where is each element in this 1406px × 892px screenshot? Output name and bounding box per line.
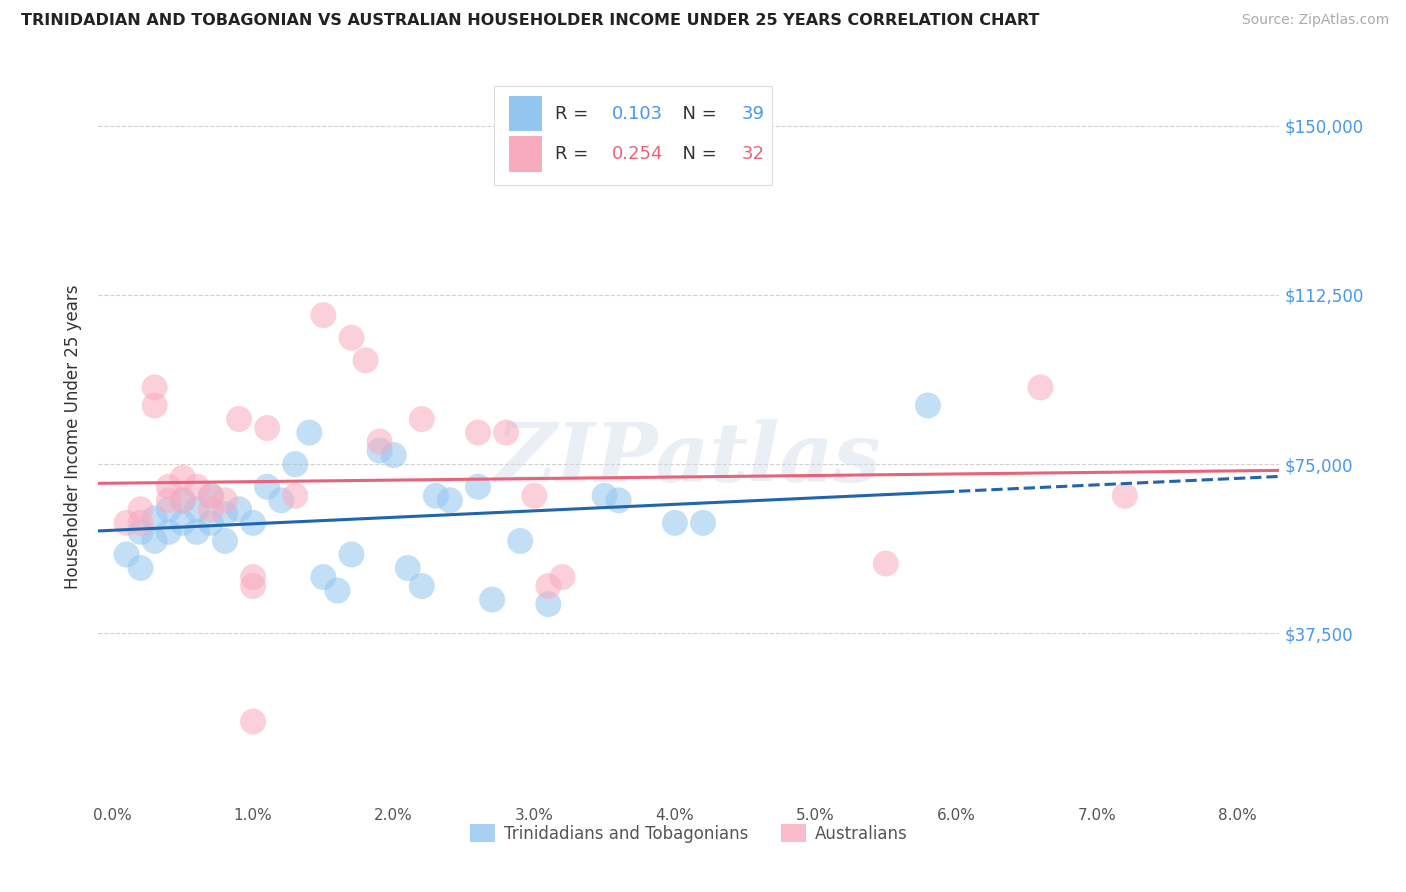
Point [368,434,391,449]
Point [200,516,222,530]
Text: N =: N = [671,104,723,123]
Point [200,489,222,503]
Text: 0.103: 0.103 [612,104,664,123]
Point [495,425,517,440]
Point [326,583,349,598]
Point [284,457,307,471]
Point [537,579,560,593]
Point [115,516,138,530]
Text: R =: R = [555,104,595,123]
Point [425,489,447,503]
Point [340,548,363,562]
Point [129,561,152,575]
Text: R =: R = [555,145,595,163]
Y-axis label: Householder Income Under 25 years: Householder Income Under 25 years [65,285,83,590]
Point [256,421,278,435]
Point [354,353,377,368]
Point [312,308,335,322]
Point [228,412,250,426]
Text: Source: ZipAtlas.com: Source: ZipAtlas.com [1241,13,1389,28]
Point [284,489,307,503]
Text: ZIPatlas: ZIPatlas [496,419,882,499]
Point [551,570,574,584]
Point [143,533,166,548]
Text: 32: 32 [742,145,765,163]
Point [200,489,222,503]
Point [214,507,236,521]
FancyBboxPatch shape [509,96,543,131]
Point [172,516,194,530]
Point [242,570,264,584]
Text: 0.254: 0.254 [612,145,664,163]
Point [481,592,503,607]
Point [186,502,208,516]
Point [143,511,166,525]
Point [396,561,419,575]
Point [228,502,250,516]
Point [157,502,180,516]
Point [129,516,152,530]
Point [467,425,489,440]
Point [143,399,166,413]
Point [143,380,166,394]
Point [214,493,236,508]
Point [917,399,939,413]
Text: TRINIDADIAN AND TOBAGONIAN VS AUSTRALIAN HOUSEHOLDER INCOME UNDER 25 YEARS CORRE: TRINIDADIAN AND TOBAGONIAN VS AUSTRALIAN… [21,13,1039,29]
Point [172,493,194,508]
Point [340,331,363,345]
Legend: Trinidadians and Tobagonians, Australians: Trinidadians and Tobagonians, Australian… [464,818,914,849]
Text: 39: 39 [742,104,765,123]
Point [664,516,686,530]
Point [200,502,222,516]
Text: N =: N = [671,145,723,163]
Point [172,493,194,508]
FancyBboxPatch shape [509,136,543,171]
Point [157,493,180,508]
Point [129,524,152,539]
Point [411,412,433,426]
FancyBboxPatch shape [494,86,772,185]
Point [115,548,138,562]
Point [537,597,560,611]
Point [242,579,264,593]
Point [593,489,616,503]
Point [439,493,461,508]
Point [382,448,405,462]
Point [186,480,208,494]
Point [1029,380,1052,394]
Point [157,480,180,494]
Point [157,524,180,539]
Point [1114,489,1136,503]
Point [607,493,630,508]
Point [467,480,489,494]
Point [368,443,391,458]
Point [129,502,152,516]
Point [172,471,194,485]
Point [411,579,433,593]
Point [270,493,292,508]
Point [875,557,897,571]
Point [256,480,278,494]
Point [242,714,264,729]
Point [509,533,531,548]
Point [312,570,335,584]
Point [214,533,236,548]
Point [298,425,321,440]
Point [186,524,208,539]
Point [692,516,714,530]
Point [242,516,264,530]
Point [523,489,546,503]
